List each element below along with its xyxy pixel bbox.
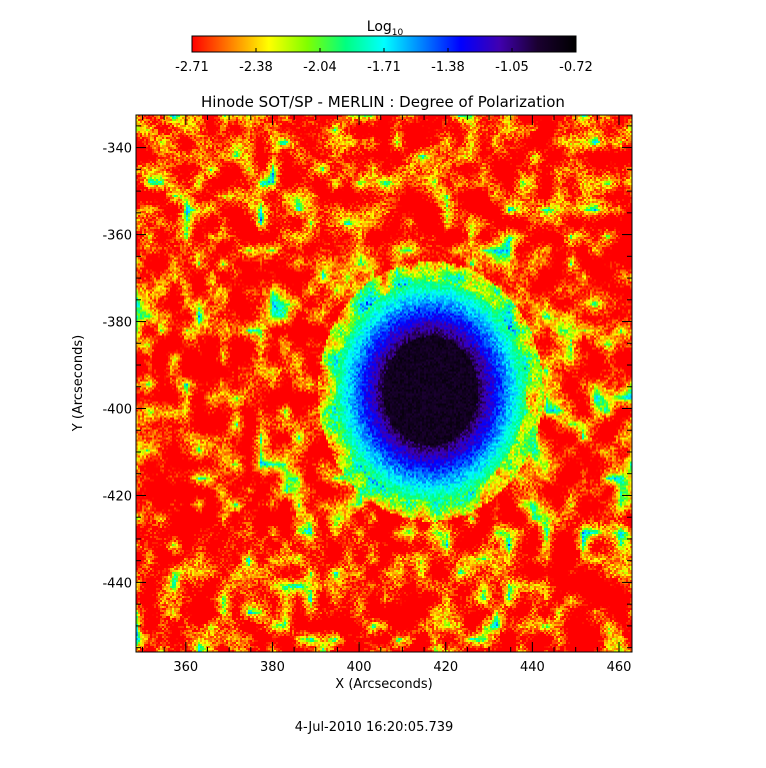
- timestamp: 4-Jul-2010 16:20:05.739: [295, 720, 454, 735]
- chart-title: Hinode SOT/SP - MERLIN : Degree of Polar…: [201, 93, 565, 111]
- x-axis-label: X (Arcseconds): [335, 677, 432, 692]
- x-tick-label: 460: [607, 660, 632, 675]
- y-tick-label: -340: [102, 142, 132, 157]
- y-tick-label: -360: [102, 229, 132, 244]
- colorbar-tick-label: -0.72: [559, 60, 593, 75]
- y-tick-label: -380: [102, 316, 132, 331]
- plot-frame: [135, 114, 633, 653]
- colorbar-tick-label: -2.38: [239, 60, 273, 75]
- y-tick-label: -420: [102, 489, 132, 504]
- colorbar-tick-label: -1.38: [431, 60, 465, 75]
- colorbar-tick-label: -1.71: [367, 60, 401, 75]
- colorbar-tick-label: -1.05: [495, 60, 529, 75]
- x-axis: 360 380 400 420 440 460: [141, 115, 632, 675]
- x-tick-label: 440: [520, 660, 545, 675]
- colorbar-ticks: -2.71 -2.38 -2.04 -1.71 -1.38 -1.05 -0.72: [175, 48, 593, 75]
- x-tick-label: 420: [433, 660, 458, 675]
- colorbar: Log10 -2.71 -2.38 -2.04 -1.71 -1.38 -1.05 -0.7…: [175, 19, 593, 75]
- colorbar-tick-label: -2.71: [175, 60, 209, 75]
- y-axis: -340 -360 -380 -400 -420 -440: [102, 125, 632, 649]
- colorbar-tick-label: -2.04: [303, 60, 337, 75]
- colorbar-title: Log10: [367, 19, 404, 38]
- x-tick-label: 380: [260, 660, 285, 675]
- x-tick-label: 360: [173, 660, 198, 675]
- x-tick-label: 400: [347, 660, 372, 675]
- y-tick-label: -440: [102, 576, 132, 591]
- y-axis-label: Y (Arcseconds): [71, 335, 86, 432]
- y-tick-label: -400: [102, 403, 132, 418]
- polarization-heatmap: [136, 115, 632, 652]
